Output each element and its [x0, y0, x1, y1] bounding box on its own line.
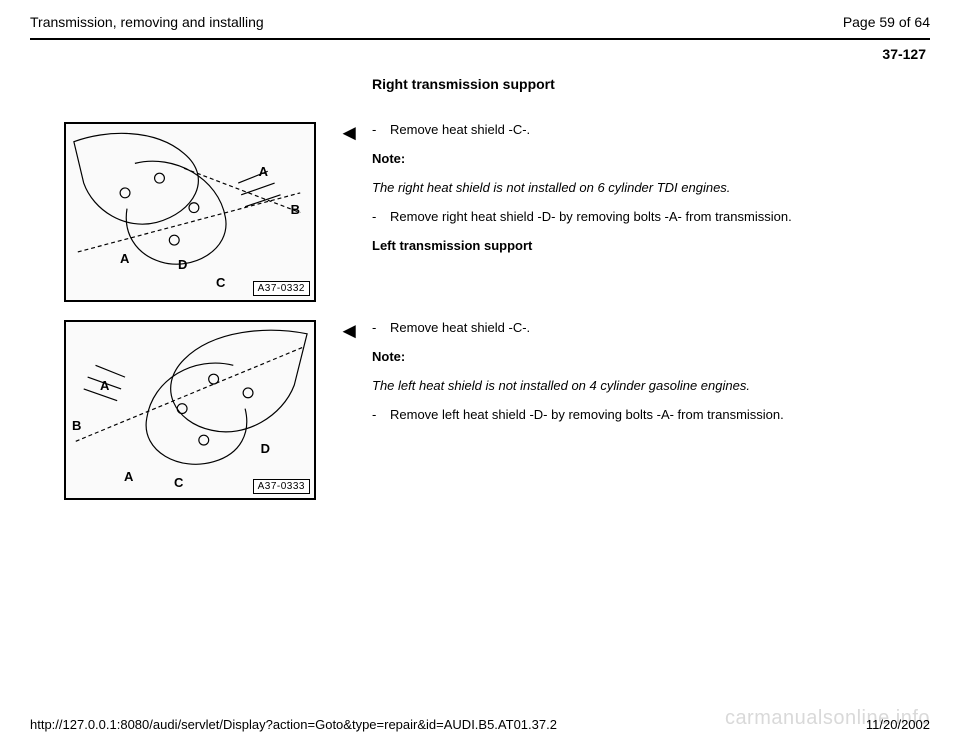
s2-step1-text: Remove heat shield -C-. — [390, 320, 530, 335]
dash-icon: - — [372, 407, 382, 422]
s2-step2: - Remove left heat shield -D- by removin… — [372, 407, 896, 422]
s1-step1: - Remove heat shield -C-. — [372, 122, 896, 137]
s1-note-body: The right heat shield is not installed o… — [372, 180, 896, 195]
arrow1: ◄ — [336, 122, 372, 144]
s2-step2-text: Remove left heat shield -D- by removing … — [390, 407, 784, 422]
page-root: Transmission, removing and installing Pa… — [0, 0, 960, 500]
figure2-wrap: A B C D A A37-0333 — [64, 320, 336, 500]
section1-row: A B C D A A37-0332 ◄ - Remove heat shiel… — [64, 122, 896, 302]
figure2: A B C D A A37-0333 — [64, 320, 316, 500]
s1-step1-text: Remove heat shield -C-. — [390, 122, 530, 137]
footer-date: 11/20/2002 — [866, 717, 930, 732]
dash-icon: - — [372, 320, 382, 335]
s2-note-label: Note: — [372, 349, 896, 364]
s1-note-label: Note: — [372, 151, 896, 166]
s1-step2-text: Remove right heat shield -D- by removing… — [390, 209, 792, 224]
figure2-lineart — [66, 322, 314, 499]
doc-title: Transmission, removing and installing — [30, 14, 264, 30]
s1-step2: - Remove right heat shield -D- by removi… — [372, 209, 896, 224]
fig2-label-D: D — [261, 441, 270, 456]
footer-row: http://127.0.0.1:8080/audi/servlet/Displ… — [30, 717, 930, 732]
section1-title: Right transmission support — [372, 76, 896, 92]
figure1-lineart — [66, 124, 314, 301]
figure1-wrap: A B C D A A37-0332 — [64, 122, 336, 302]
section2-text: - Remove heat shield -C-. Note: The left… — [372, 320, 896, 422]
section1-title-row: Right transmission support — [64, 76, 896, 104]
header-row: Transmission, removing and installing Pa… — [30, 14, 930, 38]
fig1-label-A: A — [259, 164, 268, 179]
figure2-tag: A37-0333 — [253, 479, 310, 494]
s1-subheading: Left transmission support — [372, 238, 896, 253]
fig1-label-B: B — [291, 202, 300, 217]
dash-icon: - — [372, 122, 382, 137]
arrow2: ◄ — [336, 320, 372, 342]
fig1-label-C: C — [216, 275, 225, 290]
content-area: Right transmission support — [30, 76, 930, 500]
fig1-label-A2: A — [120, 251, 129, 266]
section1-text: - Remove heat shield -C-. Note: The righ… — [372, 122, 896, 253]
s2-note-body: The left heat shield is not installed on… — [372, 378, 896, 393]
section-number: 37-127 — [30, 46, 930, 62]
fig2-label-B: B — [72, 418, 81, 433]
header-rule — [30, 38, 930, 40]
fig2-label-C: C — [174, 475, 183, 490]
s2-step1: - Remove heat shield -C-. — [372, 320, 896, 335]
dash-icon: - — [372, 209, 382, 224]
section2-row: A B C D A A37-0333 ◄ - Remove heat shiel… — [64, 320, 896, 500]
figure1: A B C D A A37-0332 — [64, 122, 316, 302]
footer-url: http://127.0.0.1:8080/audi/servlet/Displ… — [30, 717, 557, 732]
fig1-label-D: D — [178, 257, 187, 272]
page-info: Page 59 of 64 — [843, 14, 930, 30]
fig2-label-A2: A — [124, 469, 133, 484]
figure1-tag: A37-0332 — [253, 281, 310, 296]
fig2-label-A: A — [100, 378, 109, 393]
